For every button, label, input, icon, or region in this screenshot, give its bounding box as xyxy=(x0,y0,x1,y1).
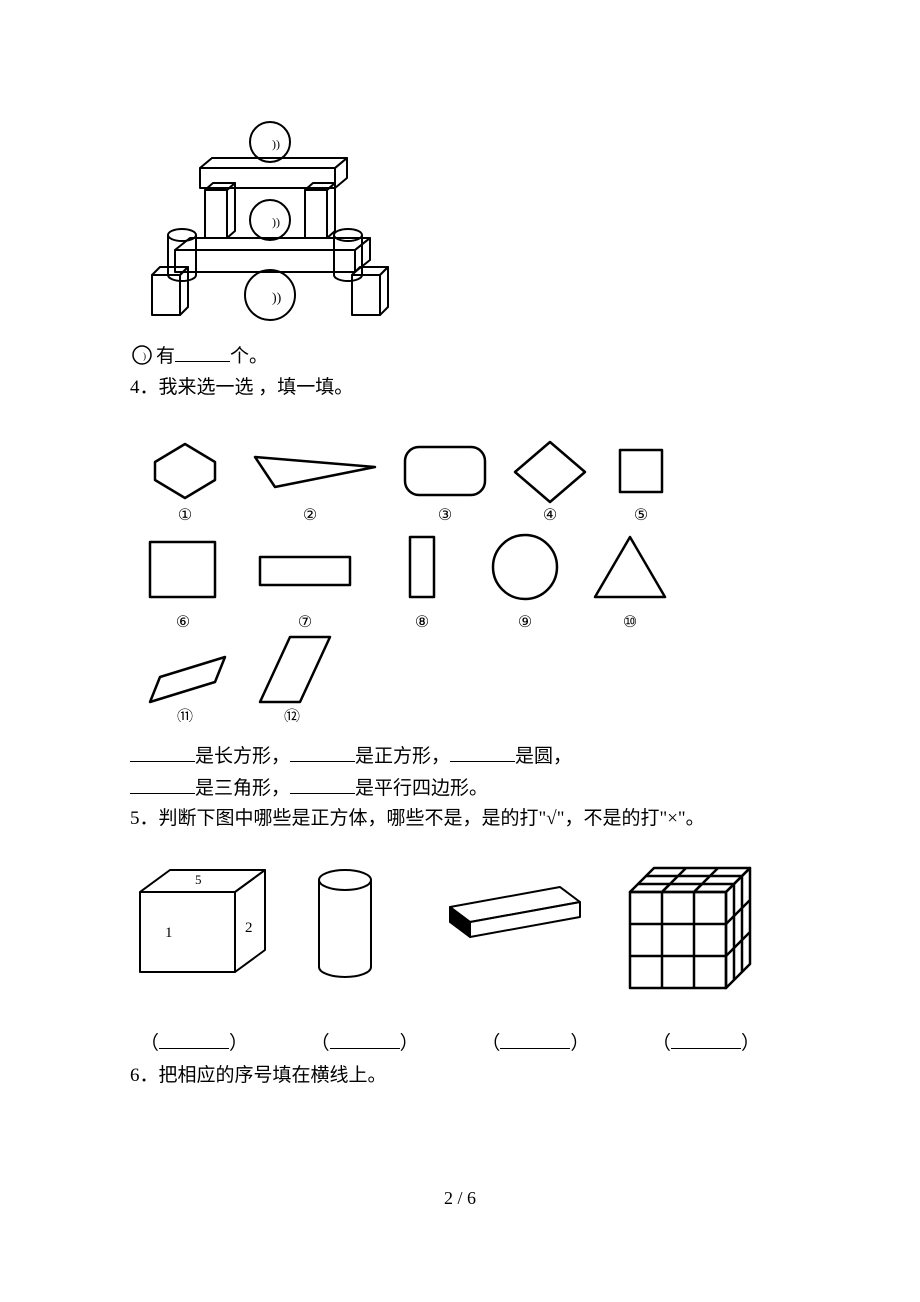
sphere-icon: ) xyxy=(130,344,156,366)
q5-blank-1[interactable] xyxy=(159,1030,229,1048)
svg-text:2: 2 xyxy=(245,920,253,936)
shapes-grid-svg: ① ② ③ ④ ⑤ ⑥ ⑦ ⑧ ⑨ ⑩ ⑪ ⑫ xyxy=(130,432,690,722)
q4-l1-t3: 是圆， xyxy=(515,746,572,767)
svg-text:④: ④ xyxy=(543,507,557,524)
q5-figures: 5 1 2 xyxy=(130,862,790,1012)
spacer xyxy=(130,722,790,740)
tower-svg: )) )) )) xyxy=(130,120,400,340)
q5-title: 判断下图中哪些是正方体，哪些不是，是的打"√"，不是的打"×"。 xyxy=(159,808,705,829)
q4-blank-para[interactable] xyxy=(290,774,355,794)
q3-text-line: ) 有 个。 xyxy=(130,342,790,372)
worksheet-page: )) )) )) ) 有 个。 4．我来选一选 ，填一填。 xyxy=(0,0,920,1302)
q4-l1-t1: 是长方形， xyxy=(195,746,290,767)
svg-text:): ) xyxy=(143,351,146,361)
q5-svg: 5 1 2 xyxy=(130,862,770,1012)
q5-blank-4[interactable] xyxy=(671,1030,741,1048)
q5-answer-row: （） （） （） （） xyxy=(140,1030,760,1059)
svg-text:)): )) xyxy=(272,215,280,229)
svg-text:5: 5 xyxy=(195,872,202,887)
q4-title-line: 4．我来选一选 ，填一填。 xyxy=(130,374,790,403)
svg-text:①: ① xyxy=(178,507,192,524)
svg-text:⑫: ⑫ xyxy=(284,708,300,722)
q3-suffix: 个。 xyxy=(230,346,268,367)
q5-title-line: 5．判断下图中哪些是正方体，哪些不是，是的打"√"，不是的打"×"。 xyxy=(130,805,790,834)
q5-ans-1: （） xyxy=(140,1030,248,1059)
q5-ans-3: （） xyxy=(481,1030,589,1059)
q4-blank-circle[interactable] xyxy=(450,742,515,762)
q5-blank-3[interactable] xyxy=(500,1030,570,1048)
q4-title: 我来选一选 ，填一填。 xyxy=(159,377,354,398)
svg-text:)): )) xyxy=(272,137,280,151)
q6-title: 把相应的序号填在横线上。 xyxy=(159,1065,387,1086)
q4-number: 4． xyxy=(130,377,159,398)
svg-text:)): )) xyxy=(272,291,282,306)
svg-text:③: ③ xyxy=(438,507,452,524)
q4-shapes-grid: ① ② ③ ④ ⑤ ⑥ ⑦ ⑧ ⑨ ⑩ ⑪ ⑫ xyxy=(130,432,790,722)
q5-ans-2: （） xyxy=(311,1030,419,1059)
q5-number: 5． xyxy=(130,808,159,829)
q3-figure: )) )) )) xyxy=(130,120,790,340)
q3-prefix: 有 xyxy=(156,346,175,367)
q4-blank-square[interactable] xyxy=(290,742,355,762)
svg-text:⑤: ⑤ xyxy=(634,507,648,524)
q4-blank-rect[interactable] xyxy=(130,742,195,762)
q4-l2-t1: 是三角形， xyxy=(195,778,290,799)
svg-text:⑨: ⑨ xyxy=(518,614,532,631)
q6-number: 6． xyxy=(130,1065,159,1086)
q4-l1-t2: 是正方形， xyxy=(355,746,450,767)
q3-blank[interactable] xyxy=(175,342,230,362)
q4-fill-line1: 是长方形， 是正方形， 是圆， xyxy=(130,742,790,772)
page-number: 2 / 6 xyxy=(0,1185,920,1212)
svg-text:1: 1 xyxy=(165,925,173,941)
svg-text:⑥: ⑥ xyxy=(176,614,190,631)
q4-fill-line2: 是三角形， 是平行四边形。 xyxy=(130,774,790,804)
q4-blank-tri[interactable] xyxy=(130,774,195,794)
q5-ans-4: （） xyxy=(652,1030,760,1059)
svg-text:⑩: ⑩ xyxy=(623,614,637,631)
svg-text:⑧: ⑧ xyxy=(415,614,429,631)
svg-text:⑦: ⑦ xyxy=(298,614,312,631)
q6-title-line: 6．把相应的序号填在横线上。 xyxy=(130,1062,790,1091)
svg-text:⑪: ⑪ xyxy=(177,708,193,722)
svg-text:②: ② xyxy=(303,507,317,524)
q4-l2-t2: 是平行四边形。 xyxy=(355,778,488,799)
q5-blank-2[interactable] xyxy=(330,1030,400,1048)
